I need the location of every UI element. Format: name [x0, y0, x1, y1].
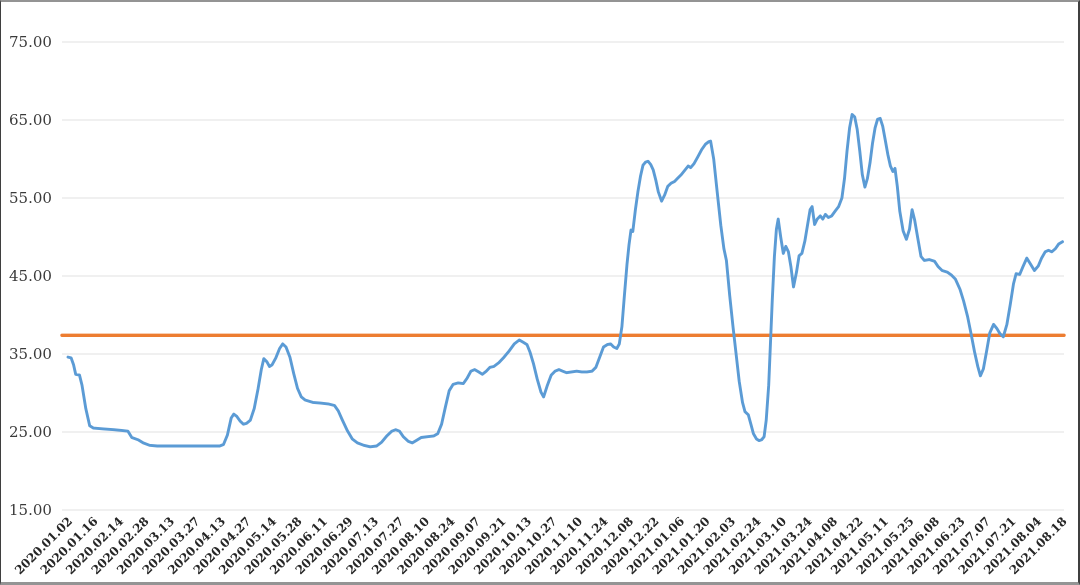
y-axis-tick-label: 15.00 [9, 501, 52, 519]
y-axis-tick-label: 55.00 [9, 189, 52, 207]
price-line-series [66, 113, 1064, 449]
y-axis-tick-label: 25.00 [9, 423, 52, 441]
y-axis-tick-label: 65.00 [9, 111, 52, 129]
y-axis-tick-label: 35.00 [9, 345, 52, 363]
y-axis-tick-label: 45.00 [9, 267, 52, 285]
y-axis-tick-label: 75.00 [9, 33, 52, 51]
